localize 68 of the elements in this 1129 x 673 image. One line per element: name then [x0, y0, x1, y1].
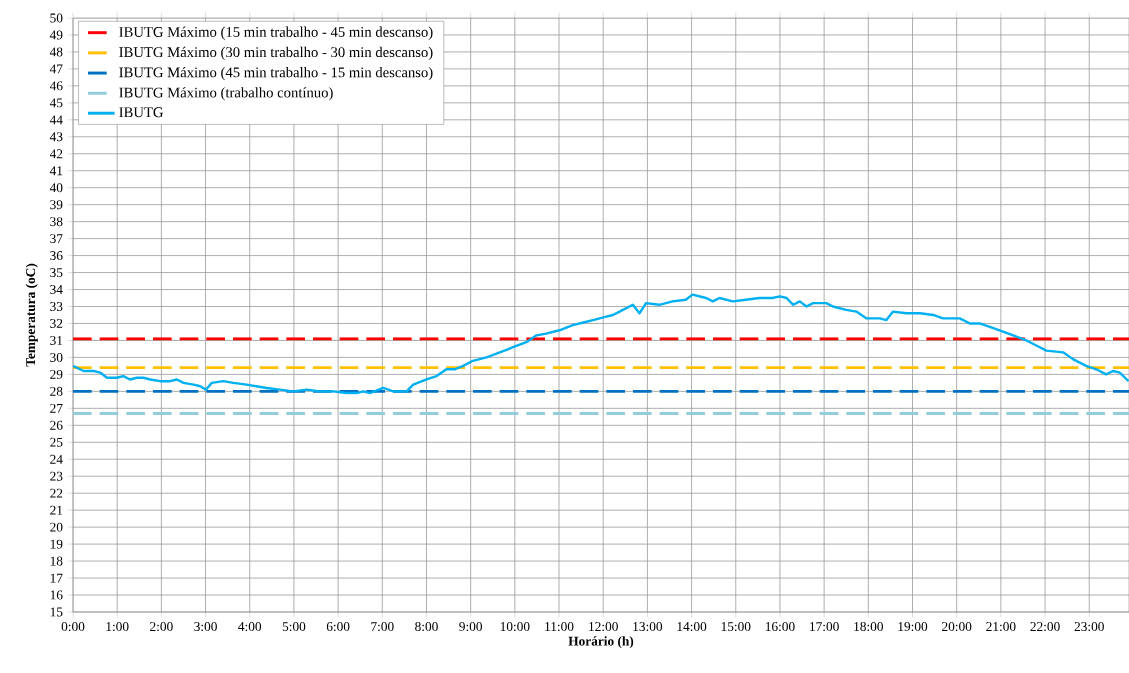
y-tick-label: 25 — [50, 437, 63, 447]
x-tick-label: 8:00 — [415, 622, 438, 632]
y-tick-label: 22 — [50, 488, 63, 498]
y-tick-label: 28 — [50, 386, 63, 396]
x-tick-label: 22:00 — [1030, 622, 1060, 632]
x-tick-label: 1:00 — [106, 622, 129, 632]
x-tick-label: 9:00 — [459, 622, 483, 632]
y-tick-label: 47 — [49, 64, 63, 74]
x-tick-label: 3:00 — [194, 622, 217, 632]
x-tick-label: 10:00 — [500, 622, 530, 632]
x-tick-label: 4:00 — [238, 622, 262, 632]
y-tick-label: 43 — [49, 132, 63, 142]
y-tick-label: 15 — [50, 607, 63, 617]
y-tick-label: 34 — [50, 285, 63, 295]
legend-label: IBUTG — [119, 107, 164, 118]
legend-label: IBUTG Máximo (trabalho contínuo) — [119, 87, 333, 101]
x-tick-label: 20:00 — [942, 622, 972, 632]
y-tick-label: 17 — [50, 573, 63, 583]
x-tick-label: 13:00 — [633, 622, 663, 632]
y-axis-title: Temperatura (oC) — [25, 263, 38, 367]
y-tick-label: 29 — [50, 369, 63, 379]
y-tick-label: 26 — [50, 420, 63, 430]
y-tick-label: 35 — [50, 268, 63, 278]
y-tick-label: 39 — [50, 200, 63, 210]
y-tick-label: 24 — [50, 454, 63, 464]
x-tick-label: 6:00 — [326, 622, 350, 632]
x-tick-label: 18:00 — [854, 622, 884, 632]
x-tick-label: 7:00 — [371, 622, 394, 632]
x-tick-label: 11:00 — [545, 622, 574, 632]
y-tick-label: 19 — [50, 539, 63, 549]
legend-label: IBUTG Máximo (30 min trabalho - 30 min descanso) — [119, 46, 433, 61]
y-tick-label: 50 — [50, 13, 63, 23]
y-tick-label: 49 — [49, 30, 63, 40]
y-tick-label: 30 — [50, 352, 63, 362]
y-tick-label: 33 — [50, 302, 63, 311]
y-tick-label: 18 — [50, 556, 63, 566]
x-tick-label: 14:00 — [677, 622, 707, 632]
y-tick-label: 45 — [49, 98, 63, 108]
line-series — [73, 293, 1129, 395]
x-tick-label: 16:00 — [765, 622, 795, 632]
x-tick-label: 21:00 — [986, 622, 1016, 632]
y-tick-label: 41 — [49, 166, 63, 176]
y-tick-label: 44 — [49, 115, 63, 125]
legend-label: IBUTG Máximo (45 min trabalho - 15 min descanso) — [119, 66, 433, 81]
x-tick-label: 17:00 — [810, 622, 839, 632]
x-tick-label: 12:00 — [589, 622, 618, 632]
y-tick-label: 38 — [50, 217, 63, 227]
y-tick-label: 27 — [50, 403, 63, 413]
y-tick-label: 37 — [50, 234, 63, 244]
x-tick-label: 23:00 — [1074, 622, 1104, 632]
y-tick-label: 48 — [49, 47, 63, 57]
y-tick-label: 36 — [50, 251, 63, 261]
x-tick-label: 0:00 — [61, 622, 85, 632]
y-tick-label: 21 — [50, 505, 63, 515]
y-tick-label: 40 — [49, 183, 63, 193]
x-tick-label: 19:00 — [898, 622, 928, 632]
x-axis-title: Horário (h) — [568, 636, 634, 649]
y-tick-label: 42 — [49, 149, 63, 159]
y-tick-label: 23 — [50, 471, 63, 481]
y-tick-label: 20 — [50, 522, 63, 532]
y-tick-label: 46 — [49, 81, 63, 91]
y-tick-label: 31 — [50, 335, 63, 345]
x-tick-label: 2:00 — [150, 622, 173, 632]
legend-label: IBUTG Máximo (15 min trabalho - 45 min descanso) — [119, 26, 433, 40]
y-tick-label: 16 — [50, 590, 63, 600]
y-tick-label: 32 — [50, 319, 63, 328]
x-tick-label: 5:00 — [282, 622, 306, 632]
x-tick-label: 15:00 — [721, 622, 751, 632]
